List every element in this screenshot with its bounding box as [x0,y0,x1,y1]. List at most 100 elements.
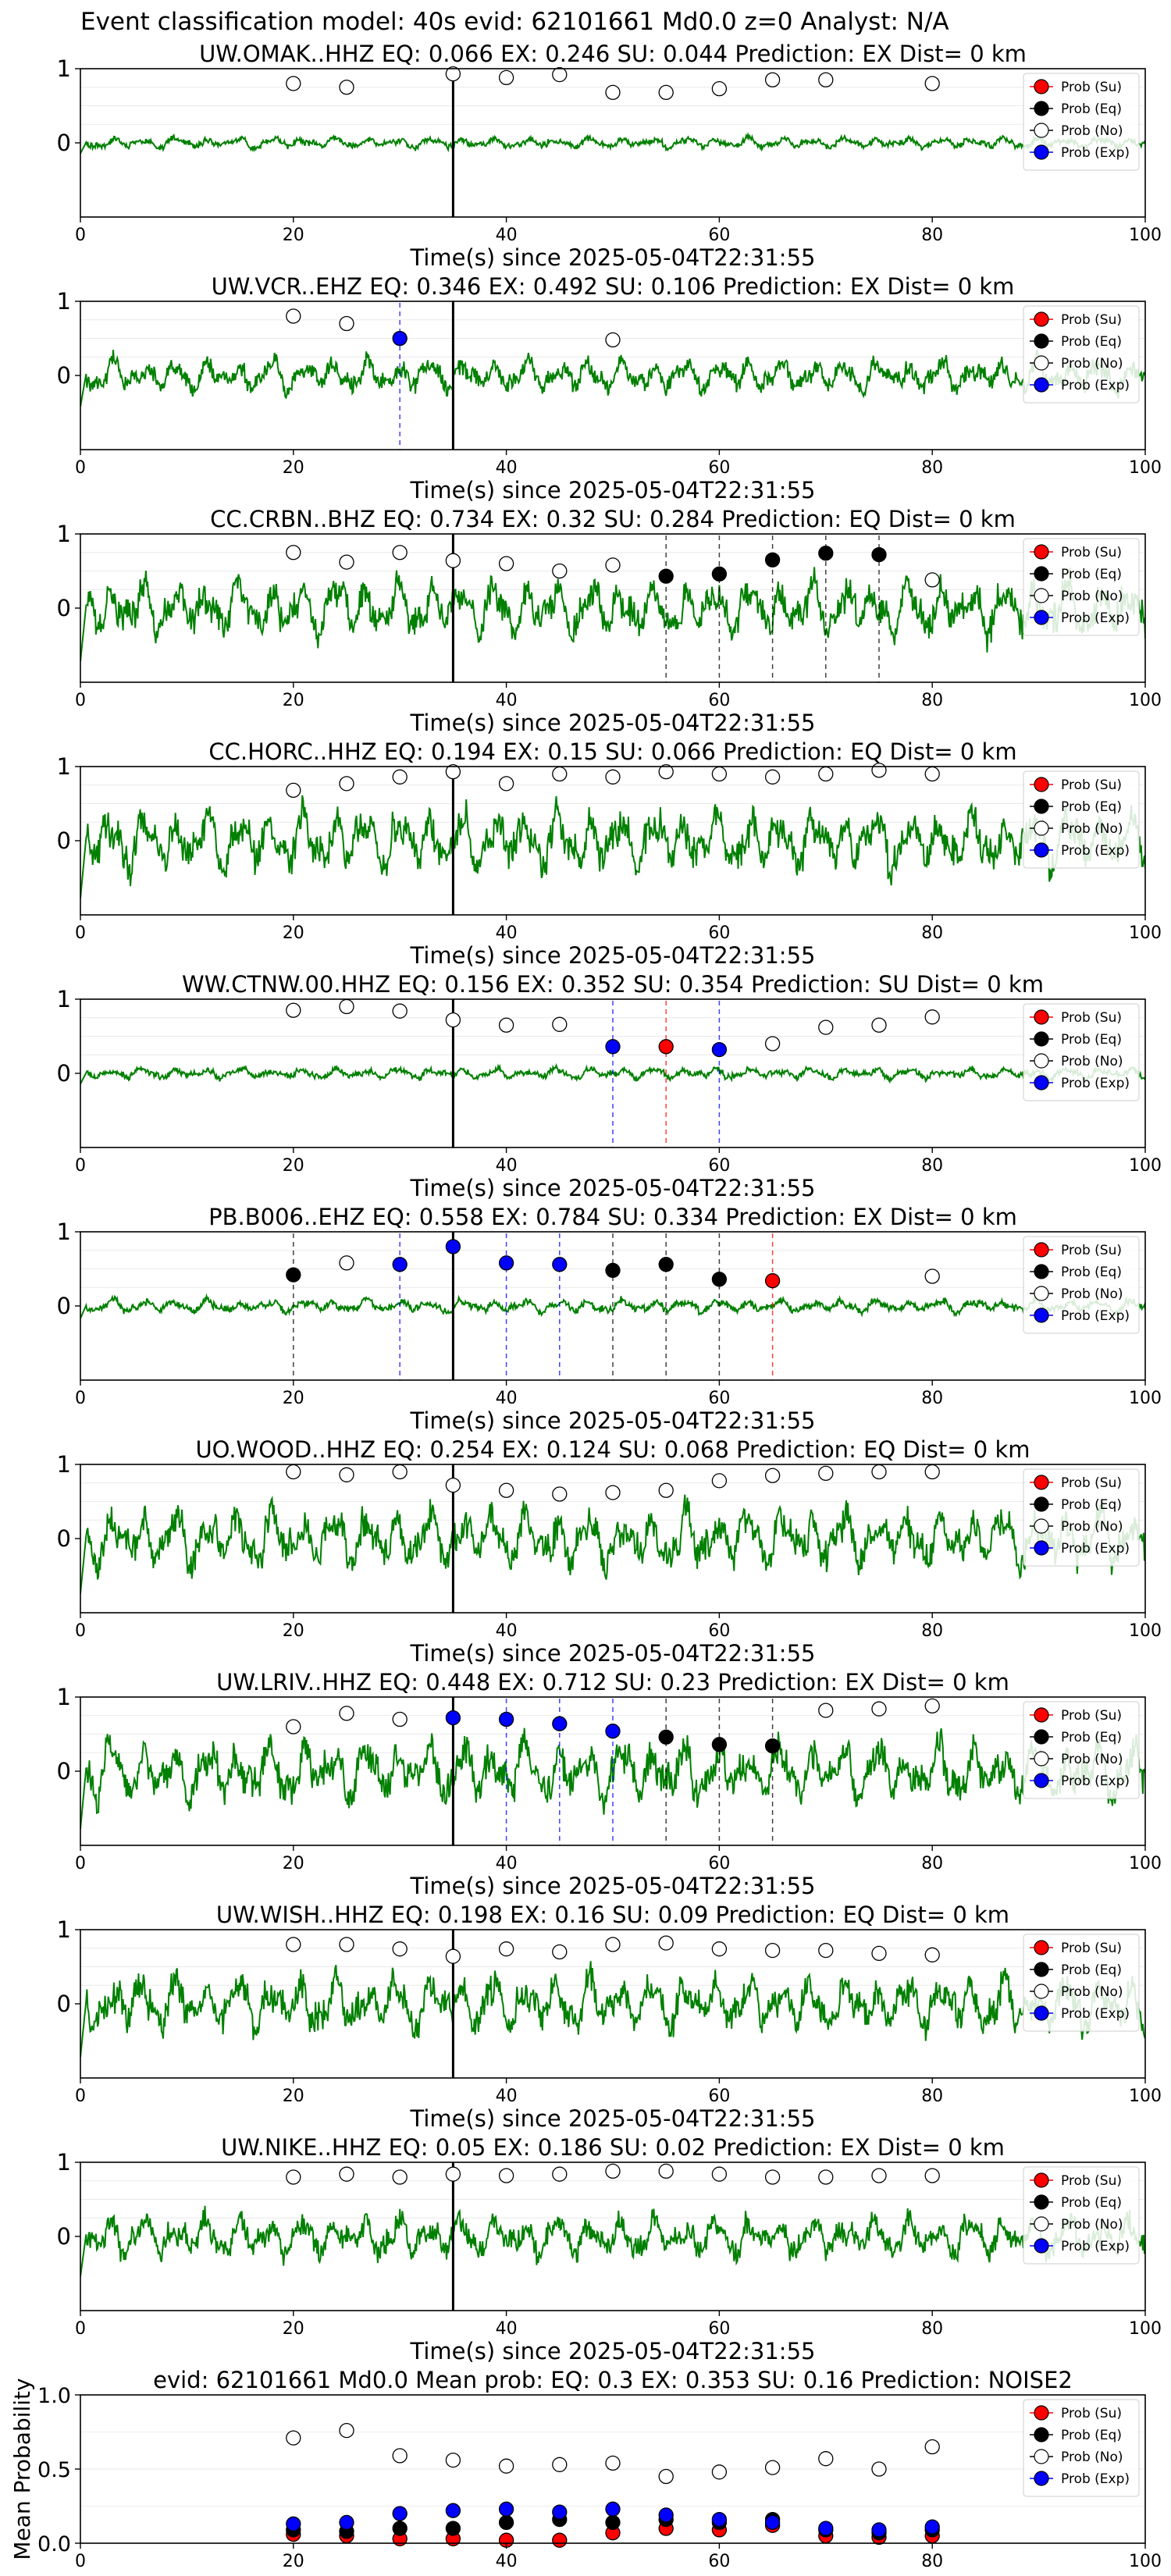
panel-11: evid: 62101661 Md0.0 Mean prob: EQ: 0.3 … [9,2367,1162,2571]
x-tick-label: 60 [708,1854,730,1873]
x-tick-label: 100 [1129,1854,1162,1873]
legend-marker-su [1034,2172,1049,2188]
legend-label-eq: Prob (Eq) [1061,1497,1122,1513]
prob-marker-eq [818,546,834,561]
legend-label-exp: Prob (Exp) [1061,843,1130,859]
prob-marker-no [498,556,514,571]
prob-marker-no [711,766,728,782]
prob-marker-no [658,1935,674,1951]
legend-marker-no [1034,1053,1049,1069]
legend-label-exp: Prob (Exp) [1061,2006,1130,2022]
prob-marker-eq [764,1738,781,1754]
x-tick-label: 100 [1129,226,1162,245]
x-tick-label: 100 [1129,1621,1162,1641]
prob-marker-no [552,563,568,579]
mean-marker-eq [392,2521,408,2536]
legend-marker-eq [1034,1496,1049,1512]
legend-label-su: Prob (Su) [1061,2406,1122,2421]
mean-marker-exp [711,2511,728,2528]
prob-marker-exp [498,1255,514,1271]
prob-marker-no [286,2169,301,2185]
prob-marker-no [339,1937,354,1952]
legend-label-no: Prob (No) [1061,2217,1123,2233]
legend-marker-no [1034,123,1049,138]
legend-label-eq: Prob (Eq) [1061,1730,1122,1745]
prob-marker-no [871,2168,887,2183]
prob-marker-no [445,1012,461,1028]
legend-label-su: Prob (Su) [1061,1243,1122,1258]
y-tick-label: 1 [57,521,71,547]
mean-marker-exp [339,2514,354,2531]
legend-marker-su [1034,544,1049,560]
prob-marker-no [924,1009,940,1025]
prob-marker-no [339,80,354,95]
legend-label-exp: Prob (Exp) [1061,1308,1130,1324]
x-tick-label: 100 [1129,2552,1162,2571]
prob-marker-no [818,1019,834,1035]
legend-label-eq: Prob (Eq) [1061,2195,1122,2211]
waveform-trace [80,567,1145,662]
legend-label-su: Prob (Su) [1061,2173,1122,2189]
x-tick-label: 60 [708,2552,730,2571]
mean-marker-exp [924,2519,940,2535]
prob-marker-no [286,308,301,324]
legend-marker-exp [1034,1773,1049,1788]
plot-area [80,2162,1145,2311]
prob-marker-exp [711,1041,728,1058]
prob-marker-no [764,1036,781,1051]
x-axis-label: Time(s) since 2025-05-04T22:31:55 [410,1175,816,1201]
x-tick-label: 80 [921,2319,943,2339]
y-tick-label: 0 [57,827,71,854]
plot-area [80,1697,1145,1845]
mean-marker-no [498,2458,514,2474]
x-tick-label: 40 [496,1389,518,1408]
prob-marker-no [924,76,940,91]
x-tick-label: 100 [1129,1389,1162,1408]
x-tick-label: 80 [921,691,943,710]
x-axis-label: Time(s) since 2025-05-04T22:31:55 [410,1873,816,1899]
legend-box [1023,1468,1140,1567]
y-tick-label: 1 [57,288,71,315]
prob-marker-no [286,782,301,799]
prob-marker-exp [605,1724,621,1739]
prob-marker-no [552,766,568,782]
legend-box [1023,73,1140,171]
x-tick-label: 0 [75,1156,86,1176]
prob-marker-no [392,1464,408,1480]
x-tick-label: 100 [1129,691,1162,710]
prob-marker-exp [445,1239,461,1254]
legend-marker-no [1034,2449,1049,2464]
y-tick-label: 0 [57,1525,71,1552]
legend-marker-eq [1034,333,1049,349]
panel-3: CC.CRBN..BHZ EQ: 0.734 EX: 0.32 SU: 0.28… [57,506,1162,736]
prob-marker-no [445,1948,461,1964]
panel-title: evid: 62101661 Md0.0 Mean prob: EQ: 0.3 … [153,2367,1073,2393]
x-tick-label: 20 [283,1156,304,1176]
prob-marker-no [552,2166,568,2182]
prob-marker-eq [711,566,728,582]
waveform-trace [80,1727,1145,1830]
prob-marker-exp [445,1710,461,1726]
waveform-trace [80,349,1145,407]
x-tick-label: 80 [921,226,943,245]
panel-1: UW.OMAK..HHZ EQ: 0.066 EX: 0.246 SU: 0.0… [57,41,1162,271]
mean-marker-no [339,2422,354,2439]
x-axis-label: Time(s) since 2025-05-04T22:31:55 [410,942,816,969]
y-tick-label: 1 [57,1684,71,1710]
prob-marker-eq [658,1257,674,1272]
panel-5: WW.CTNW.00.HHZ EQ: 0.156 EX: 0.352 SU: 0… [57,971,1162,1201]
y-tick-label: 1 [57,1451,71,1478]
mean-marker-exp [871,2522,887,2538]
x-tick-label: 60 [708,2087,730,2106]
legend-marker-exp [1034,842,1049,858]
prob-marker-no [339,1255,354,1271]
x-tick-label: 80 [921,1156,943,1176]
prob-marker-eq [711,1737,728,1752]
prob-marker-no [445,66,461,82]
legend-marker-eq [1034,799,1049,814]
prob-marker-no [445,764,461,780]
prob-marker-no [392,769,408,785]
prob-marker-no [871,1017,887,1033]
x-axis-label: Time(s) since 2025-05-04T22:31:55 [410,710,816,736]
legend-marker-su [1034,311,1049,327]
